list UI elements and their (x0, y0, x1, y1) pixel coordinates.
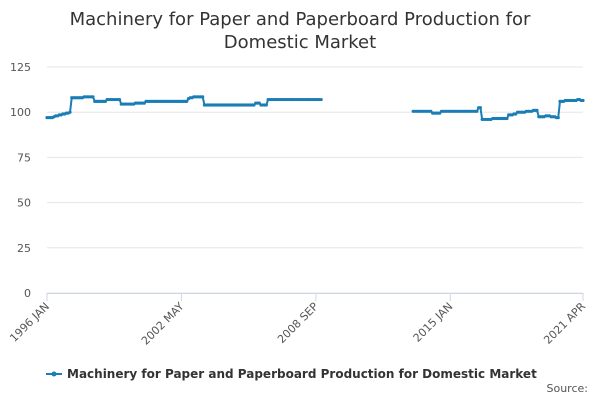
x-tick-label: 1996 JAN (7, 300, 52, 345)
x-tick-label: 2021 APR (541, 300, 588, 347)
legend-label: Machinery for Paper and Paperboard Produ… (67, 367, 537, 381)
x-tick-label: 2015 JAN (411, 300, 456, 345)
point (91, 95, 95, 99)
point (475, 109, 479, 113)
point (68, 110, 72, 114)
point (319, 97, 323, 102)
y-tick-label: 125 (10, 61, 31, 74)
point (264, 103, 268, 107)
legend-marker (51, 371, 57, 377)
y-tick-label: 25 (17, 242, 31, 255)
point (185, 99, 189, 103)
x-tick-label: 2002 MAY (139, 300, 187, 348)
point (201, 95, 205, 99)
chart-title: Machinery for Paper and Paperboard Produ… (69, 9, 531, 53)
point (478, 106, 482, 110)
point (581, 98, 585, 103)
point (505, 116, 509, 121)
y-tick-label: 0 (24, 287, 31, 300)
source: Source: (547, 382, 589, 395)
x-tick-label: 2008 SEP (275, 300, 321, 346)
point (117, 97, 122, 102)
y-tick-label: 100 (10, 106, 31, 119)
y-tick-label: 50 (17, 197, 31, 210)
point (535, 108, 539, 112)
point (556, 116, 560, 120)
y-tick-label: 75 (17, 151, 31, 164)
